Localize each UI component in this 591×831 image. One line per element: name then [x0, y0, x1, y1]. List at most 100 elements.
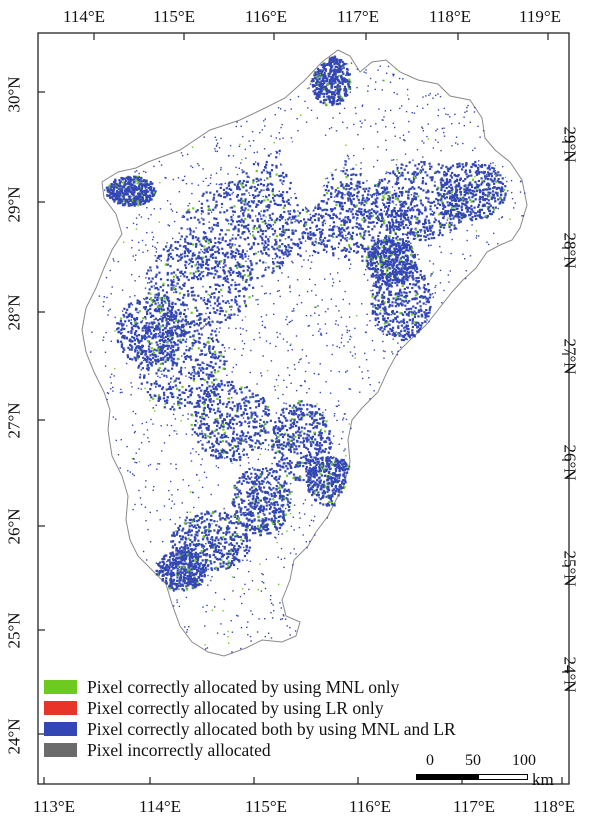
allocation-pixel — [397, 167, 399, 169]
allocation-pixel — [501, 186, 503, 188]
allocation-pixel — [148, 187, 150, 189]
allocation-pixel — [236, 392, 238, 394]
allocation-pixel — [450, 224, 452, 226]
allocation-pixel — [231, 560, 233, 562]
allocation-pixel — [222, 266, 224, 268]
allocation-pixel — [477, 167, 479, 169]
allocation-pixel — [173, 271, 175, 273]
allocation-pixel — [202, 219, 204, 221]
allocation-pixel — [287, 438, 289, 440]
allocation-pixel — [379, 213, 381, 215]
allocation-pixel — [237, 183, 239, 185]
allocation-pixel — [205, 291, 207, 293]
allocation-pixel — [177, 358, 179, 360]
allocation-pixel — [478, 180, 480, 182]
allocation-pixel — [202, 372, 204, 374]
allocation-pixel — [348, 259, 350, 261]
allocation-pixel — [316, 229, 318, 231]
allocation-pixel — [219, 211, 221, 213]
allocation-pixel — [325, 441, 327, 443]
allocation-pixel — [122, 203, 124, 205]
allocation-pixel — [312, 242, 314, 244]
allocation-pixel — [175, 385, 177, 387]
allocation-pixel — [315, 241, 317, 243]
allocation-pixel — [414, 216, 416, 218]
allocation-pixel — [244, 203, 246, 205]
allocation-pixel — [199, 433, 201, 435]
allocation-pixel — [216, 398, 218, 400]
allocation-pixel — [314, 219, 316, 221]
allocation-pixel — [384, 206, 386, 208]
allocation-pixel — [195, 244, 197, 246]
allocation-pixel — [432, 233, 434, 235]
allocation-pixel — [197, 540, 199, 542]
allocation-pixel — [243, 180, 245, 182]
allocation-pixel — [330, 468, 332, 470]
allocation-pixel — [195, 552, 197, 554]
allocation-pixel — [323, 470, 325, 472]
allocation-pixel — [226, 416, 228, 418]
allocation-pixel — [317, 252, 319, 254]
allocation-pixel — [234, 391, 236, 393]
allocation-pixel — [256, 415, 258, 417]
allocation-pixel — [206, 373, 208, 375]
allocation-pixel — [288, 236, 290, 238]
allocation-pixel — [320, 215, 322, 217]
allocation-pixel — [356, 185, 358, 187]
allocation-pixel — [274, 220, 276, 222]
allocation-pixel — [229, 449, 231, 451]
allocation-pixel — [374, 202, 376, 204]
allocation-pixel — [189, 233, 191, 235]
allocation-pixel — [210, 356, 212, 358]
allocation-pixel — [400, 224, 402, 226]
allocation-pixel — [296, 421, 298, 423]
allocation-pixel — [206, 191, 208, 193]
allocation-pixel — [240, 386, 242, 388]
allocation-pixel — [415, 218, 417, 220]
allocation-pixel — [228, 270, 230, 272]
allocation-pixel — [189, 347, 191, 349]
allocation-pixel — [256, 421, 258, 423]
allocation-pixel — [220, 195, 222, 197]
allocation-pixel — [150, 281, 152, 283]
allocation-pixel — [174, 303, 176, 305]
allocation-pixel — [221, 434, 223, 436]
allocation-pixel — [283, 441, 285, 443]
allocation-pixel — [233, 539, 235, 541]
allocation-pixel — [224, 384, 226, 386]
allocation-pixel — [198, 387, 200, 389]
allocation-pixel — [223, 356, 225, 358]
allocation-pixel — [231, 539, 233, 541]
allocation-pixel — [242, 220, 244, 222]
allocation-pixel — [356, 226, 358, 228]
allocation-pixel — [217, 393, 219, 395]
allocation-pixel — [229, 198, 231, 200]
allocation-pixel — [246, 172, 248, 174]
allocation-pixel — [246, 453, 248, 455]
allocation-pixel — [321, 200, 323, 202]
allocation-pixel — [479, 201, 481, 203]
allocation-pixel — [239, 273, 241, 275]
allocation-pixel — [148, 367, 150, 369]
allocation-pixel — [353, 250, 355, 252]
allocation-pixel — [222, 300, 224, 302]
allocation-pixel — [213, 356, 215, 358]
allocation-pixel — [314, 251, 316, 253]
allocation-pixel — [433, 231, 435, 233]
allocation-pixel — [230, 458, 232, 460]
allocation-pixel — [219, 322, 221, 324]
allocation-pixel — [411, 207, 413, 209]
allocation-pixel — [488, 203, 490, 205]
allocation-pixel — [303, 433, 305, 435]
allocation-pixel — [449, 226, 451, 228]
allocation-pixel — [161, 558, 163, 560]
allocation-pixel — [239, 421, 241, 423]
allocation-pixel — [348, 188, 350, 190]
allocation-pixel — [450, 166, 452, 168]
allocation-pixel — [336, 195, 338, 197]
allocation-pixel — [282, 411, 284, 413]
allocation-pixel — [315, 226, 317, 228]
allocation-pixel — [204, 392, 206, 394]
allocation-pixel — [447, 212, 449, 214]
allocation-pixel — [205, 323, 207, 325]
